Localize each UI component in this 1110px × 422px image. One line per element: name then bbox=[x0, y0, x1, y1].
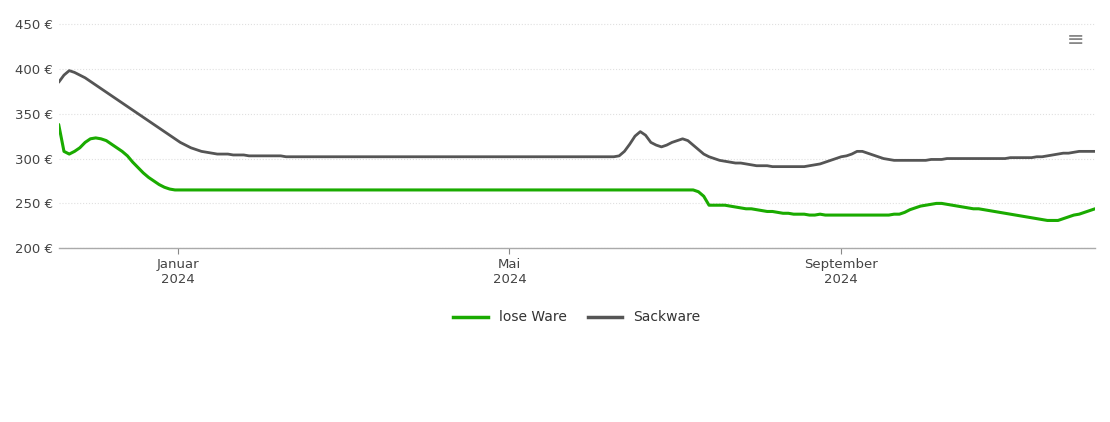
lose Ware bbox=[1041, 218, 1054, 223]
lose Ware bbox=[274, 187, 287, 192]
lose Ware bbox=[73, 145, 87, 150]
lose Ware bbox=[232, 187, 245, 192]
Sackware bbox=[79, 75, 92, 80]
Line: lose Ware: lose Ware bbox=[59, 124, 1094, 220]
lose Ware bbox=[52, 122, 65, 127]
Sackware bbox=[238, 152, 251, 157]
Legend: lose Ware, Sackware: lose Ware, Sackware bbox=[447, 305, 706, 330]
Line: Sackware: Sackware bbox=[59, 70, 1094, 167]
lose Ware bbox=[988, 209, 1001, 214]
Sackware bbox=[798, 164, 811, 169]
Sackware bbox=[1088, 149, 1101, 154]
Sackware bbox=[999, 156, 1012, 161]
lose Ware bbox=[83, 136, 97, 141]
Sackware bbox=[62, 68, 75, 73]
Sackware bbox=[766, 164, 779, 169]
Sackware bbox=[280, 154, 293, 159]
Sackware bbox=[89, 82, 102, 87]
Text: ≡: ≡ bbox=[1067, 30, 1084, 49]
lose Ware bbox=[787, 212, 800, 217]
Sackware bbox=[52, 80, 65, 85]
lose Ware bbox=[1088, 206, 1101, 211]
